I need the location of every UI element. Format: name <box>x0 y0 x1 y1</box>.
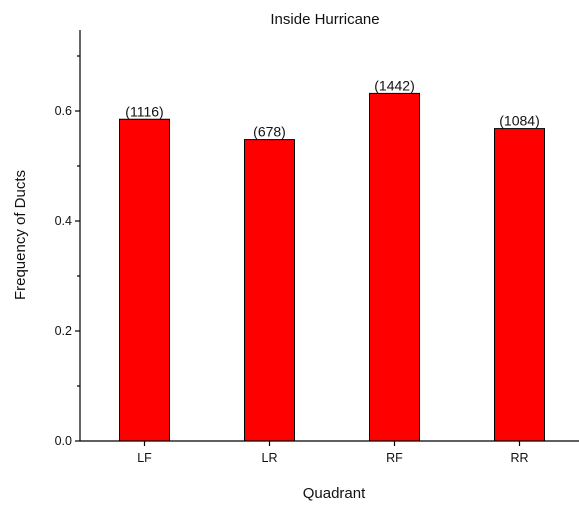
bars-layer: (1116) (678) (1442) (1084) <box>120 77 545 441</box>
bar-lr <box>245 140 295 441</box>
chart-title: Inside Hurricane <box>270 11 379 28</box>
y-tick-label: 0.2 <box>55 324 72 338</box>
x-tick-label-rr: RR <box>510 451 528 465</box>
data-label-lf: (1116) <box>125 103 163 119</box>
x-axis-label: Quadrant <box>303 485 366 502</box>
x-tick-label-lf: LF <box>137 451 152 465</box>
x-tick-label-rf: RF <box>386 451 403 465</box>
data-label-rf: (1442) <box>374 77 414 93</box>
data-label-rr: (1084) <box>499 113 539 129</box>
y-axis-label: Frequency of Ducts <box>12 170 29 300</box>
x-tick-label-lr: LR <box>262 451 278 465</box>
data-label-lr: (678) <box>253 124 286 140</box>
y-tick-label: 0.4 <box>55 214 72 228</box>
bar-lf <box>120 119 170 441</box>
y-tick-label: 0.0 <box>55 434 72 448</box>
y-tick-label: 0.6 <box>55 104 72 118</box>
bar-rf <box>370 93 420 441</box>
bar-rr <box>495 129 545 441</box>
